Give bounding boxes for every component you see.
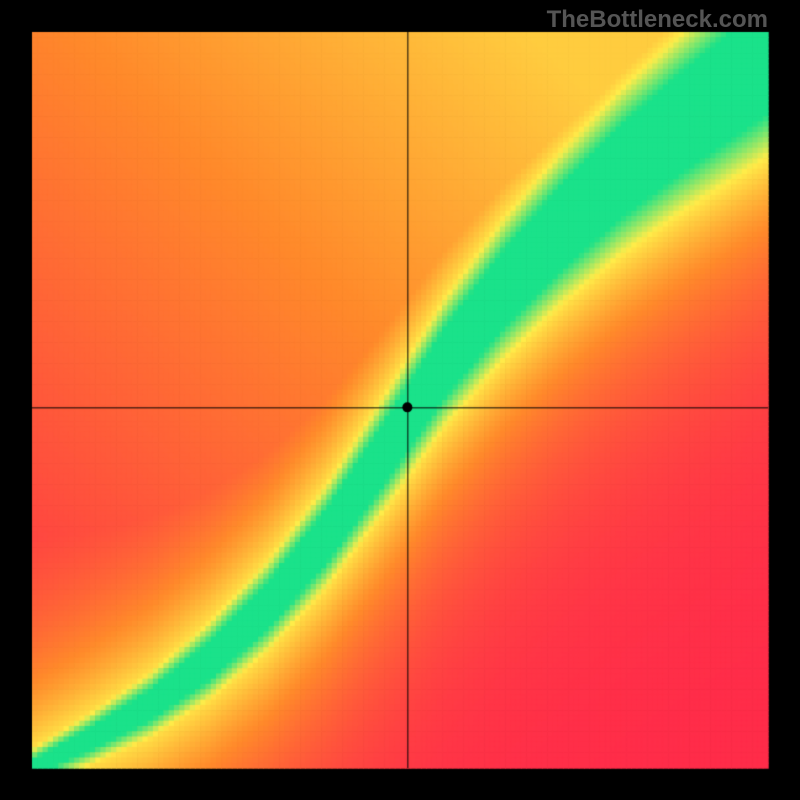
heatmap-canvas — [0, 0, 800, 800]
watermark-text: TheBottleneck.com — [547, 6, 768, 34]
chart-root: TheBottleneck.com — [0, 0, 800, 800]
